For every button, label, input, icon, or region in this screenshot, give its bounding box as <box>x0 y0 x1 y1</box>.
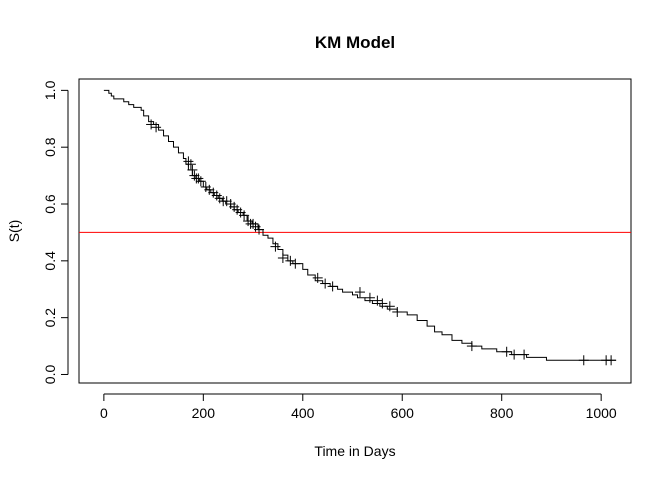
censor-mark <box>312 272 323 283</box>
y-axis-label: S(t) <box>6 220 22 243</box>
censor-mark <box>392 306 403 317</box>
x-tick-label: 200 <box>192 405 216 421</box>
censor-mark <box>248 218 259 229</box>
chart-title: KM Model <box>315 33 395 52</box>
x-tick-label: 1000 <box>586 405 617 421</box>
censor-mark <box>327 281 338 292</box>
censor-mark <box>270 241 281 252</box>
censor-mark <box>519 349 530 360</box>
y-tick-label: 0.2 <box>42 308 58 328</box>
censor-mark <box>239 210 250 221</box>
censor-mark <box>606 355 617 366</box>
censor-mark <box>501 346 512 357</box>
censor-mark <box>364 292 375 303</box>
y-tick-label: 1.0 <box>42 80 58 100</box>
censor-mark <box>320 278 331 289</box>
censor-mark <box>183 156 194 167</box>
plot-frame <box>78 78 632 384</box>
y-tick-label: 0.8 <box>42 137 58 157</box>
censor-mark <box>509 349 520 360</box>
x-axis-label: Time in Days <box>314 443 395 459</box>
x-axis: 0 200 400 600 800 1000 <box>100 393 617 421</box>
censor-mark <box>185 159 196 170</box>
censor-mark <box>384 301 395 312</box>
y-tick-label: 0.0 <box>42 365 58 385</box>
censor-mark <box>578 355 589 366</box>
censor-mark <box>195 176 206 187</box>
censor-mark <box>146 119 157 130</box>
x-tick-label: 600 <box>391 405 415 421</box>
censor-mark <box>290 258 301 269</box>
x-tick-label: 400 <box>291 405 315 421</box>
survival-step-line <box>103 89 617 361</box>
censor-mark <box>285 255 296 266</box>
y-axis: 0.0 0.2 0.4 0.6 0.8 1.0 <box>42 80 69 385</box>
censor-mark <box>187 164 198 175</box>
y-tick-label: 0.6 <box>42 194 58 214</box>
censor-mark <box>277 252 288 263</box>
x-tick-label: 0 <box>100 405 108 421</box>
plot-area <box>79 89 631 366</box>
censor-mark <box>354 287 365 298</box>
censor-mark <box>466 341 477 352</box>
x-tick-label: 800 <box>490 405 514 421</box>
censor-mark <box>372 295 383 306</box>
censor-mark <box>377 298 388 309</box>
censor-mark <box>254 224 265 235</box>
y-tick-label: 0.4 <box>42 251 58 271</box>
censor-mark <box>151 122 162 133</box>
